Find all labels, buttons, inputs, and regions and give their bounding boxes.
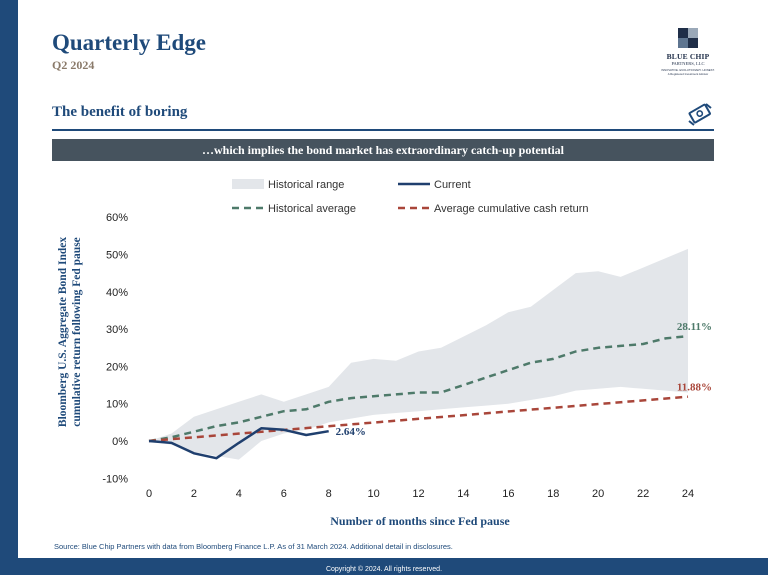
historical-range-band [149, 248, 688, 460]
money-icon [688, 103, 712, 126]
section-title: The benefit of boring [52, 104, 188, 120]
banner: …which implies the bond market has extra… [52, 139, 714, 161]
y-tick-label: 30% [106, 324, 128, 336]
logo-tag-line-2: A Registered Investment Advisor [667, 72, 709, 76]
end-label-avg: 28.11% [677, 321, 712, 333]
legend-label-range: Historical range [268, 179, 344, 191]
y-tick-label: 0% [112, 436, 128, 448]
x-tick-label: 6 [281, 488, 287, 500]
x-tick-label: 8 [326, 488, 332, 500]
x-tick-label: 0 [146, 488, 152, 500]
left-accent-bar [0, 0, 18, 575]
series-line-current [148, 427, 329, 460]
footer-bar: Copyright © 2024. All rights reserved. [0, 558, 768, 575]
y-tick-label: 20% [106, 361, 128, 373]
logo-tag: INNOVATIVE. EVOLUTIONARY. HONEST. A Regi… [658, 68, 718, 76]
x-tick-label: 18 [547, 488, 559, 500]
series-line-cash [148, 395, 689, 443]
x-tick-label: 20 [592, 488, 604, 500]
section-divider [52, 129, 714, 131]
x-tick-label: 10 [367, 488, 379, 500]
logo-name: BLUE CHIP [666, 52, 710, 61]
legend-label-cash: Average cumulative cash return [434, 203, 589, 215]
legend-label-avg: Historical average [268, 203, 356, 215]
company-logo: BLUE CHIP PARTNERS, LLC INNOVATIVE. EVOL… [658, 26, 718, 82]
page-subtitle: Q2 2024 [52, 58, 95, 72]
legend-label-current: Current [434, 179, 471, 191]
x-tick-label: 16 [502, 488, 514, 500]
y-tick-label: -10% [102, 473, 128, 485]
x-axis-title: Number of months since Fed pause [330, 514, 510, 528]
end-label-cash: 11.88% [677, 382, 712, 394]
banner-text: …which implies the bond market has extra… [201, 143, 564, 157]
series-line-avg [148, 334, 689, 443]
y-tick-label: 40% [106, 287, 128, 299]
y-axis-title-line-2: cumulative return following Fed pause [71, 237, 83, 427]
footer-copyright: Copyright © 2024. All rights reserved. [325, 566, 443, 573]
x-tick-label: 4 [236, 488, 242, 500]
y-tick-label: 60% [106, 212, 128, 224]
logo-mark-icon [678, 28, 698, 48]
y-tick-label: 50% [106, 250, 128, 262]
source-note: Source: Blue Chip Partners with data fro… [54, 542, 453, 551]
y-axis-title-line-1: Bloomberg U.S. Aggregate Bond Index [57, 237, 69, 427]
x-tick-label: 2 [191, 488, 197, 500]
logo-sub: PARTNERS, LLC [671, 61, 705, 66]
y-tick-label: 10% [106, 399, 128, 411]
page-title: Quarterly Edge [52, 30, 206, 55]
x-tick-label: 12 [412, 488, 424, 500]
x-tick-label: 24 [682, 488, 694, 500]
legend-swatch-range [232, 179, 264, 189]
end-label-current: 2.64% [336, 426, 366, 438]
x-tick-label: 22 [637, 488, 649, 500]
x-tick-label: 14 [457, 488, 469, 500]
plot-area: -10%0%10%20%30%40%50%60%0 2 4 6 8 10 12 14 16 18 2… [102, 212, 712, 500]
logo-tag-line-1: INNOVATIVE. EVOLUTIONARY. HONEST. [661, 68, 715, 72]
